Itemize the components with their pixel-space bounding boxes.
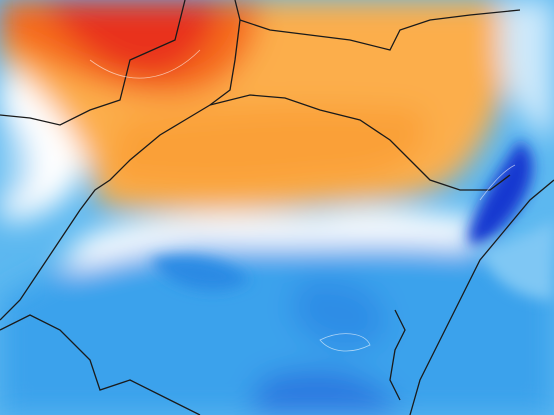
weather-map xyxy=(0,0,554,415)
